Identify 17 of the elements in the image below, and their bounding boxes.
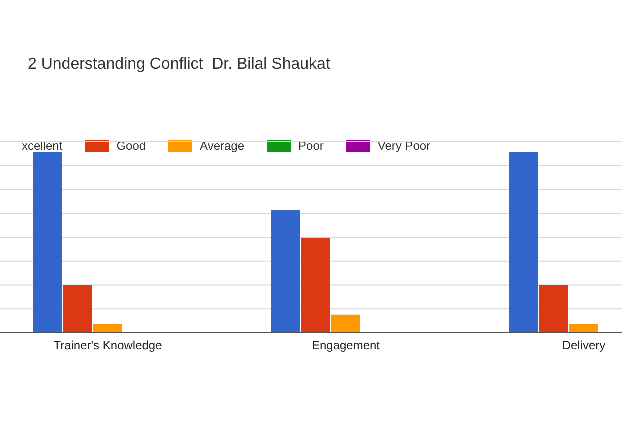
- bar: [33, 152, 62, 333]
- chart-title: 2 Understanding Conflict Dr. Bilal Shaukat: [28, 56, 330, 74]
- legend-label: Poor: [298, 139, 324, 153]
- bar: [509, 152, 538, 333]
- bar: [93, 324, 122, 333]
- bar: [331, 314, 360, 333]
- bar: [539, 285, 568, 333]
- bar: [569, 324, 598, 333]
- x-tick-label: Delivery: [562, 338, 606, 353]
- bar: [271, 210, 300, 333]
- series-label: xcellent: [22, 139, 63, 153]
- bar: [301, 238, 330, 333]
- legend-label: Very Poor: [378, 139, 431, 153]
- bar: [63, 285, 92, 333]
- x-tick-label: Trainer's Knowledge: [54, 338, 163, 353]
- legend-label: Average: [200, 139, 245, 153]
- x-tick-label: Engagement: [312, 338, 381, 353]
